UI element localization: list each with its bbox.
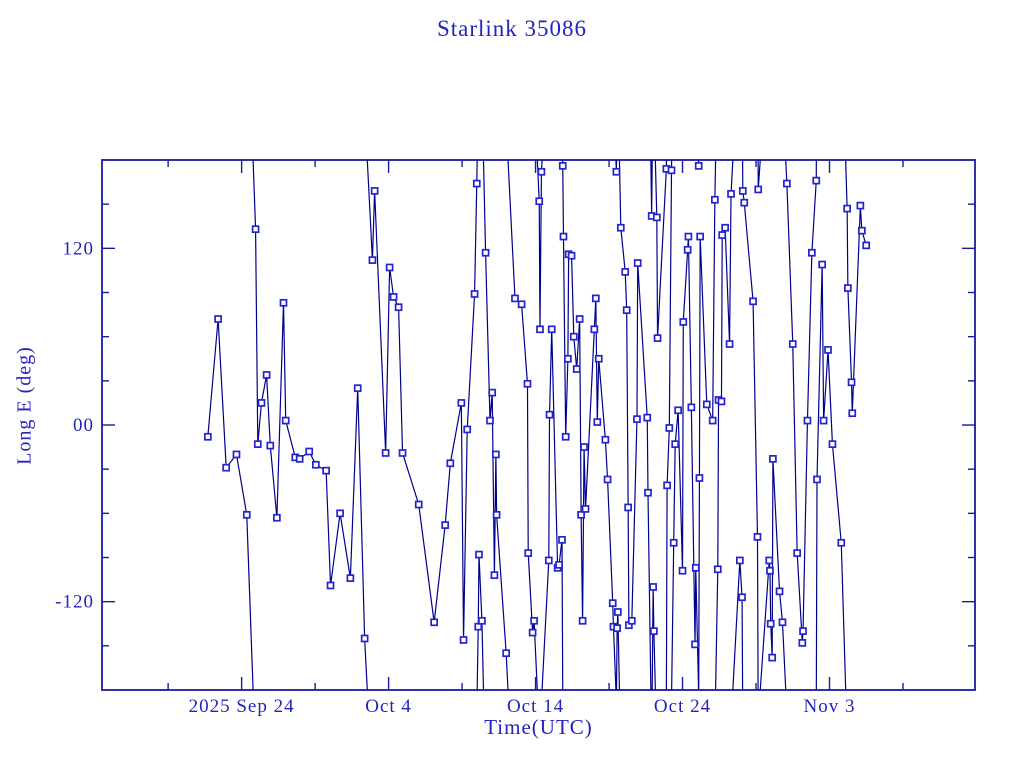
data-markers	[203, 162, 871, 662]
svg-text:Oct 14: Oct 14	[507, 696, 564, 717]
svg-text:00: 00	[73, 415, 94, 436]
svg-text:-120: -120	[55, 592, 94, 613]
axis-ticks	[102, 160, 975, 690]
svg-text:Oct 4: Oct 4	[365, 696, 412, 717]
svg-text:120: 120	[63, 238, 95, 259]
svg-text:2025 Sep 24: 2025 Sep 24	[189, 696, 295, 717]
tick-labels: 2025 Sep 24 Oct 4 Oct 14 Oct 24 Nov 3 120 00 -1…	[55, 238, 856, 717]
chart-title: Starlink 35086	[436, 16, 588, 41]
data-series	[207, 160, 867, 690]
axis-box	[101, 159, 976, 691]
svg-text:Nov 3: Nov 3	[804, 696, 856, 717]
svg-text:Oct 24: Oct 24	[654, 696, 711, 717]
x-axis-label: Time(UTC)	[484, 715, 593, 739]
